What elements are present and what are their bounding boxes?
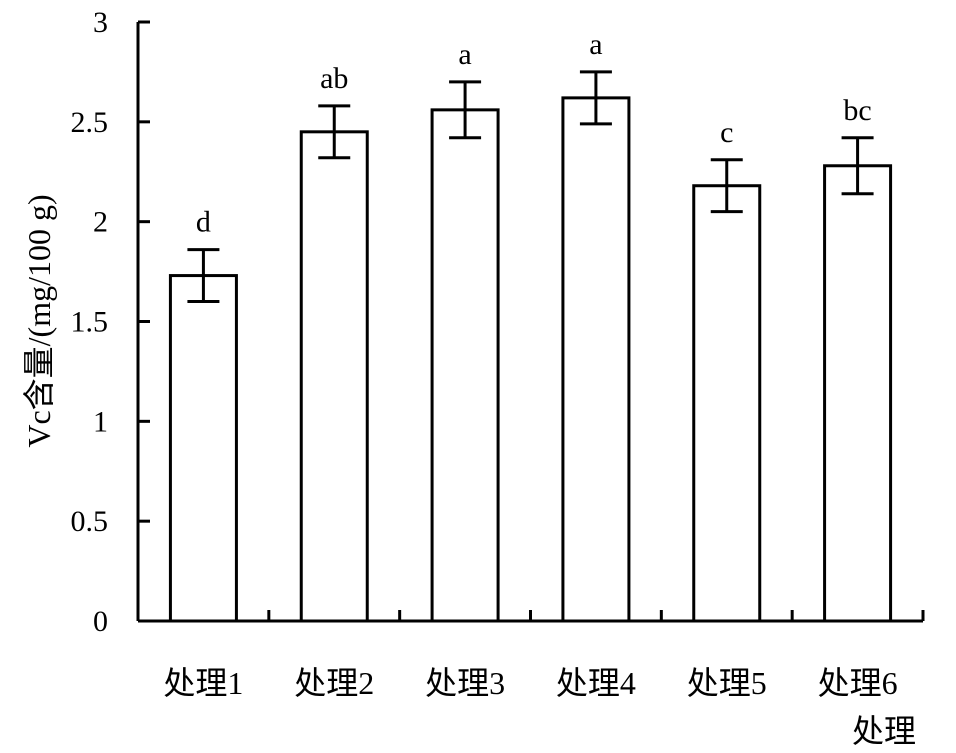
y-tick-label: 1.5 bbox=[71, 306, 109, 339]
x-tick-label: 处理6 bbox=[818, 665, 898, 701]
y-ticks: 0 0.5 1 1.5 2 2.5 3 bbox=[71, 6, 150, 638]
y-tick-label: 0 bbox=[93, 605, 108, 638]
bar-2 bbox=[299, 130, 369, 623]
bar-1 bbox=[168, 274, 238, 623]
x-tick-label: 处理1 bbox=[163, 665, 243, 701]
y-tick-label: 1 bbox=[93, 405, 108, 438]
bar-3 bbox=[430, 108, 500, 623]
y-axis-label: Vc含量/(mg/100 g) bbox=[21, 194, 57, 447]
significance-label-3: a bbox=[458, 38, 471, 71]
x-tick-label: 处理4 bbox=[556, 665, 636, 701]
significance-label-4: a bbox=[589, 28, 602, 61]
bars: d ab a a c bc bbox=[168, 28, 893, 623]
y-tick-label: 3 bbox=[93, 6, 108, 39]
significance-label-1: d bbox=[196, 206, 211, 239]
x-ticks bbox=[267, 610, 925, 621]
y-tick-label: 2.5 bbox=[71, 106, 109, 139]
bar-5 bbox=[692, 184, 762, 623]
axes bbox=[136, 22, 923, 623]
bar-4 bbox=[561, 96, 631, 623]
x-tick-label: 处理2 bbox=[294, 665, 374, 701]
x-tick-label: 处理3 bbox=[425, 665, 505, 701]
x-axis-label: 处理 bbox=[852, 713, 916, 749]
significance-label-2: ab bbox=[320, 62, 348, 95]
significance-label-6: bc bbox=[843, 94, 871, 127]
bar-6 bbox=[823, 164, 893, 623]
x-tick-label: 处理5 bbox=[687, 665, 767, 701]
significance-label-5: c bbox=[720, 116, 733, 149]
category-labels: 处理1 处理2 处理3 处理4 处理5 处理6 bbox=[163, 665, 897, 701]
y-tick-label: 0.5 bbox=[71, 505, 109, 538]
y-tick-label: 2 bbox=[93, 206, 108, 239]
